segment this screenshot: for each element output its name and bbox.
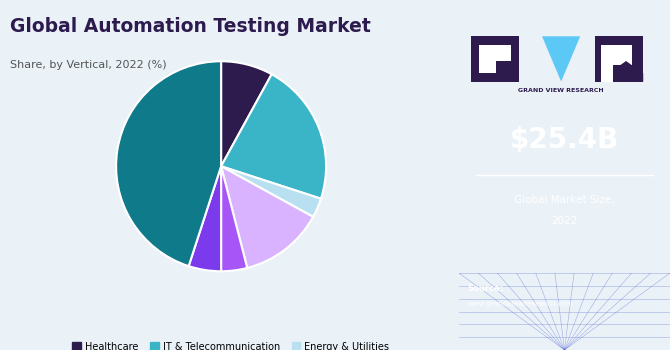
Bar — [596, 36, 643, 82]
Wedge shape — [189, 166, 221, 271]
Wedge shape — [221, 74, 326, 199]
Wedge shape — [221, 166, 321, 217]
Wedge shape — [221, 61, 271, 166]
Text: www.grandviewresearch.com: www.grandviewresearch.com — [468, 301, 574, 307]
Text: Global Automation Testing Market: Global Automation Testing Market — [10, 18, 371, 36]
Polygon shape — [542, 36, 580, 82]
Bar — [601, 65, 612, 82]
Wedge shape — [221, 166, 247, 271]
Text: $25.4B: $25.4B — [510, 126, 619, 154]
Polygon shape — [620, 61, 643, 82]
Text: 2022: 2022 — [551, 216, 578, 225]
Text: Share, by Vertical, 2022 (%): Share, by Vertical, 2022 (%) — [10, 60, 167, 70]
Text: Source:: Source: — [468, 284, 504, 293]
Bar — [496, 61, 511, 74]
Text: Global Market Size,: Global Market Size, — [514, 195, 615, 204]
Text: GRAND VIEW RESEARCH: GRAND VIEW RESEARCH — [519, 88, 604, 93]
Bar — [601, 44, 632, 65]
Wedge shape — [221, 166, 313, 268]
Wedge shape — [116, 61, 221, 266]
Bar — [472, 36, 519, 82]
Bar — [479, 44, 511, 74]
